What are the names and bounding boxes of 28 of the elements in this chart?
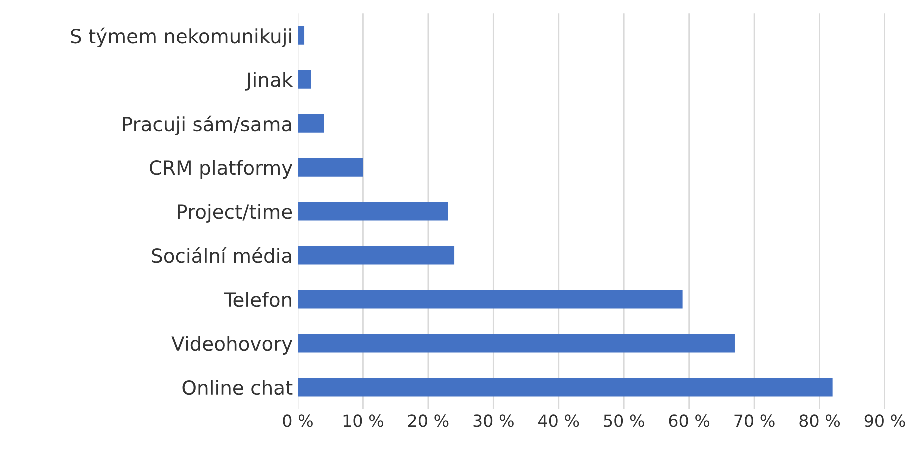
bar	[298, 290, 683, 309]
x-tick-label: 80 %	[800, 414, 840, 428]
y-tick-label: Telefon	[224, 292, 292, 308]
bar	[298, 26, 305, 45]
x-tick-label: 90 %	[864, 414, 906, 428]
bar	[298, 378, 833, 397]
y-tick-label: Videohovory	[172, 336, 293, 355]
bar	[298, 114, 324, 133]
bar	[298, 246, 455, 265]
y-tick-label: Sociální média	[152, 247, 292, 264]
y-tick-label: Project/time	[178, 204, 292, 224]
bar	[298, 334, 735, 353]
x-tick-label: 20 %	[408, 414, 449, 428]
y-tick-label: S týmem nekomunikuji	[71, 28, 292, 48]
x-tick-label: 50 %	[604, 414, 644, 428]
x-tick-label: 0 %	[283, 414, 313, 428]
x-tick-label: 40 %	[538, 414, 580, 428]
bar	[298, 70, 312, 89]
y-tick-label: CRM platformy	[150, 160, 293, 180]
y-tick-label: Pracuji sám/sama	[123, 116, 292, 136]
x-tick-label: 30 %	[474, 414, 514, 428]
bar	[298, 202, 448, 221]
y-tick-label: Online chat	[182, 380, 293, 396]
x-tick-label: 10 %	[344, 414, 384, 428]
x-tick-label: 70 %	[734, 414, 775, 428]
x-tick-label: 60 %	[669, 414, 710, 428]
bar	[298, 158, 364, 177]
y-tick-label: Jinak	[245, 72, 294, 91]
